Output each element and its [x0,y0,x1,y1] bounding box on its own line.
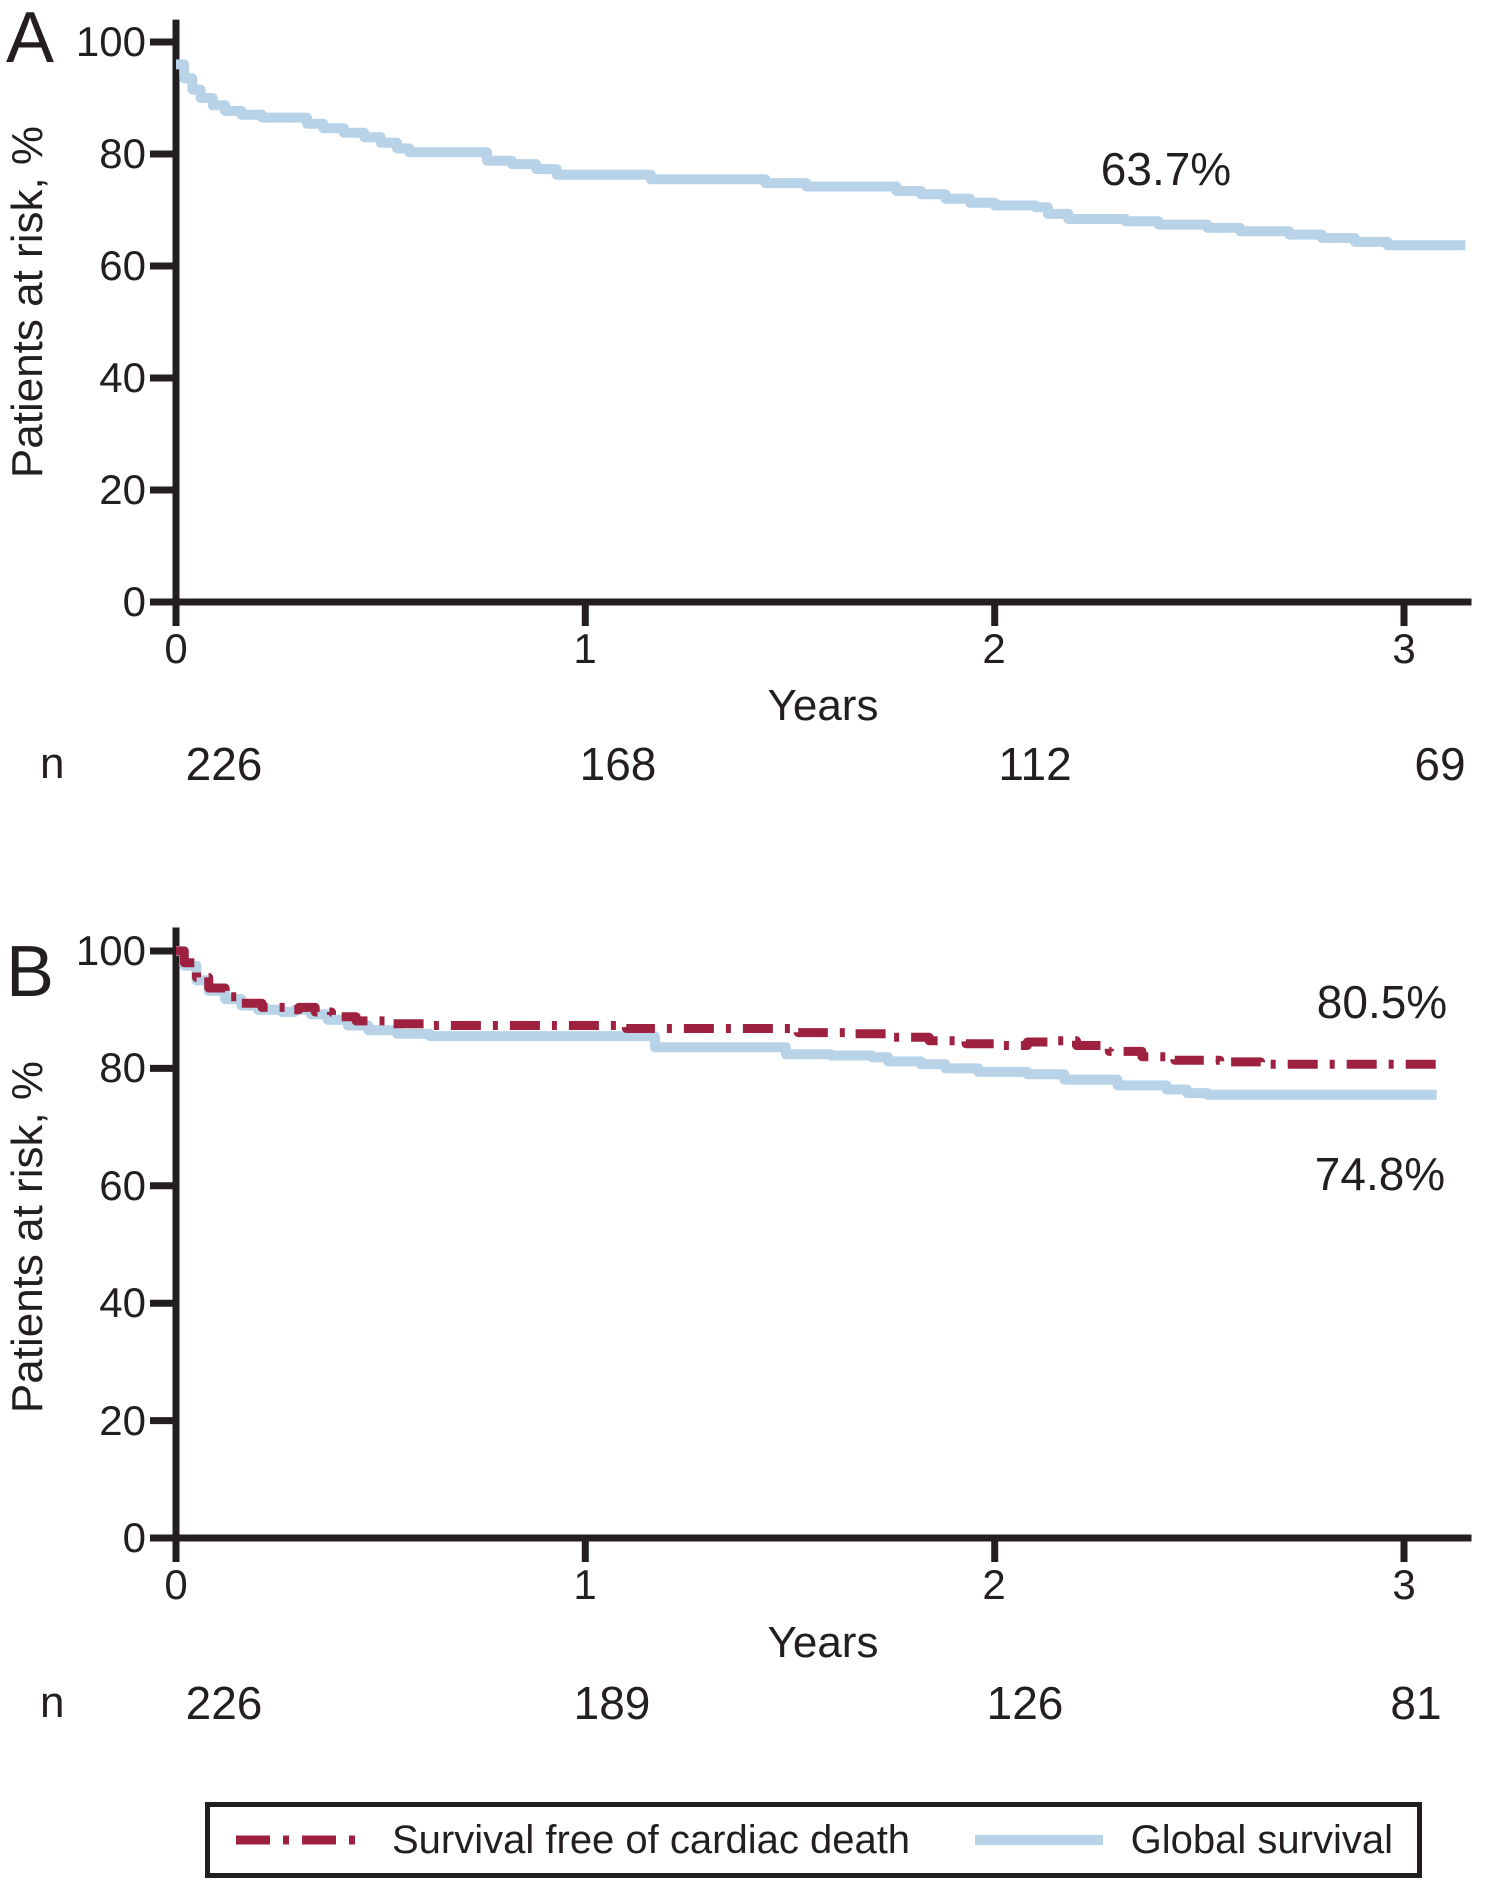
n-at-risk-value: 126 [986,1677,1064,1729]
axes-panel-A [150,19,1472,626]
km-curve-global-survival-panel-B [176,946,1437,1100]
legend: Survival free of cardiac death Global su… [205,1802,1422,1878]
x-axis-title-b: Years [767,1618,879,1667]
n-at-risk-value: 69 [1414,738,1466,790]
y-tick-label: 40 [99,354,146,401]
n-row-label-a: n [40,739,65,788]
panel-letter-b: B [6,932,55,1012]
n-row-label-b: n [40,1678,65,1727]
n-at-risk-value: 226 [185,738,263,790]
y-tick-label: 80 [99,1044,146,1091]
y-tick-label: 0 [122,578,146,625]
y-tick-label: 60 [99,1162,146,1209]
y-tick-label: 20 [99,1397,146,1444]
axes-panel-B [150,927,1472,1562]
panel-letter-a: A [6,0,55,78]
legend-label-cardiac-death-free: Survival free of cardiac death [392,1817,911,1862]
y-tick-label: 80 [99,130,146,177]
y-axis-title-a: Patients at risk, % [3,125,52,479]
km-curve-survival-free-of-cardiac-death-panel-B [176,946,1445,1069]
x-tick-label: 1 [573,625,597,672]
x-tick-label: 1 [573,1561,597,1608]
n-at-risk-value: 81 [1390,1677,1442,1729]
legend-solid-sample-icon [974,1835,1103,1845]
x-tick-label: 2 [982,1561,1006,1608]
y-tick-label: 0 [122,1514,146,1561]
km-curve-global-survival-panel-A [176,59,1466,251]
y-tick-label: 20 [99,466,146,513]
y-tick-label: 40 [99,1279,146,1326]
y-tick-label: 100 [75,927,146,974]
x-tick-label: 3 [1392,625,1416,672]
x-axis-title-a: Years [767,681,879,730]
legend-label-global-survival: Global survival [1130,1817,1393,1862]
x-tick-label: 3 [1392,1561,1416,1608]
y-axis-title-b: Patients at risk, % [3,1060,52,1414]
n-at-risk-value: 226 [185,1677,263,1729]
y-tick-label: 60 [99,242,146,289]
legend-dashdot-sample-icon [236,1835,364,1845]
end-label-cardiac-death-free-b: 80.5% [1316,976,1448,1028]
x-tick-label: 0 [164,625,188,672]
x-tick-label: 0 [164,1561,188,1608]
y-tick-label: 100 [75,18,146,65]
x-tick-label: 2 [982,625,1006,672]
end-label-global-survival-b: 74.8% [1314,1148,1446,1200]
n-at-risk-value: 168 [579,738,657,790]
n-at-risk-value: 189 [573,1677,651,1729]
n-at-risk-value: 112 [998,738,1072,790]
end-label-global-survival-a: 63.7% [1100,143,1232,195]
